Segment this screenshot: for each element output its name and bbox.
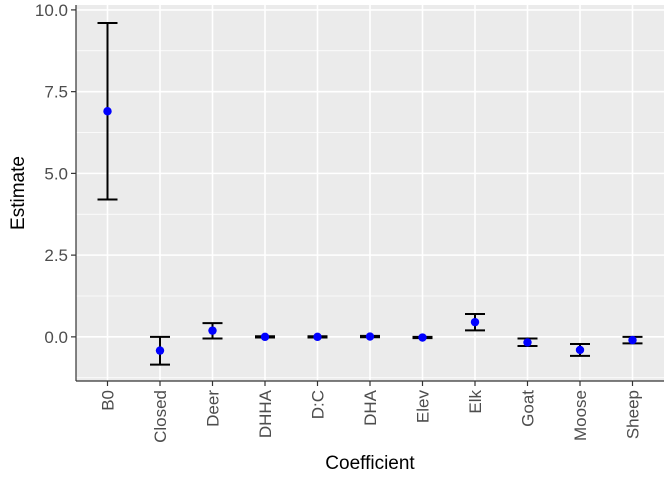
y-tick-label: 2.5 [44, 246, 68, 265]
y-tick-label: 0.0 [44, 328, 68, 347]
x-tick-label: Moose [571, 390, 590, 441]
x-tick-label: Elk [466, 390, 485, 414]
y-axis-title: Estimate [8, 156, 29, 230]
x-tick-label: DHA [361, 389, 380, 426]
x-tick-label: Sheep [624, 390, 643, 439]
y-tick-label: 10.0 [35, 1, 68, 20]
x-axis-title: Coefficient [325, 453, 415, 474]
point-Sheep [628, 335, 637, 345]
point-Moose [575, 345, 585, 355]
x-tick-label: DHHA [256, 389, 275, 438]
y-tick-label: 7.5 [44, 83, 68, 102]
point-D:C [313, 332, 322, 342]
x-tick-label: Goat [519, 390, 538, 427]
point-Elk [470, 317, 480, 327]
point-DHA [365, 332, 375, 341]
x-tick-label: B0 [99, 390, 118, 411]
y-axis: 0.0 2.5 5.0 7.5 10.0 [35, 1, 77, 381]
x-tick-label: Deer [204, 390, 223, 427]
point-DHHA [260, 332, 270, 342]
x-tick-label: Elev [414, 390, 433, 424]
point-B0 [103, 107, 112, 116]
points [103, 107, 637, 355]
point-Goat [523, 338, 532, 347]
x-tick-label: D:C [309, 390, 328, 419]
y-tick-label: 5.0 [44, 164, 68, 183]
point-Deer [208, 326, 217, 335]
x-axis: B0 Closed Deer DHHA D:C DHA Elev Elk Goat Moose Sh… [76, 380, 664, 443]
point-Closed [155, 346, 165, 355]
x-tick-label: Closed [151, 390, 170, 443]
point-Elev [418, 333, 427, 342]
